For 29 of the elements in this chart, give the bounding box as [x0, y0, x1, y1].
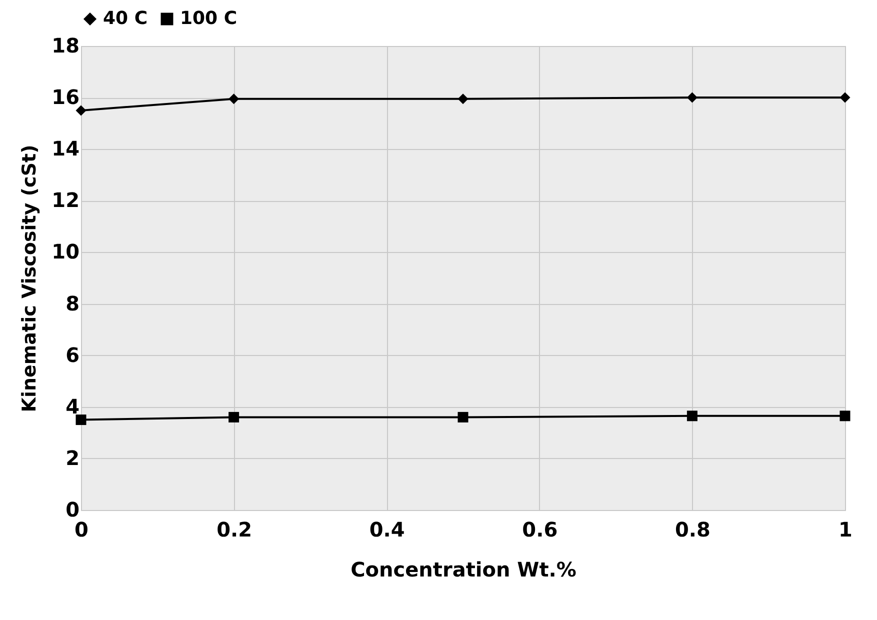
x-tick-label: 0.6 [522, 518, 558, 542]
point [458, 412, 468, 422]
y-tick-label: 4 [66, 394, 80, 418]
legend-label: 100 C [180, 8, 238, 29]
y-tick-label: 14 [52, 136, 80, 161]
point [840, 410, 850, 422]
legend-label: 40 C [103, 8, 148, 29]
y-axis-title: Kinematic Viscosity (cSt) [18, 144, 41, 412]
y-tick-label: 2 [66, 446, 80, 470]
y-tick-label: 12 [52, 188, 80, 212]
point [228, 94, 240, 104]
point [76, 105, 86, 116]
x-tick-label: 0.8 [674, 518, 710, 542]
point [76, 414, 86, 426]
point [458, 94, 468, 104]
point [686, 410, 698, 422]
y-tick-label: 10 [52, 240, 80, 264]
y-tick-label: 16 [52, 85, 80, 110]
point [686, 92, 698, 103]
y-tick-label: 0 [66, 498, 80, 522]
x-tick-label: 1 [838, 518, 852, 542]
point [840, 92, 850, 103]
x-tick-label: 0.4 [369, 518, 405, 542]
y-tick-label: 18 [52, 34, 80, 58]
y-tick-label: 8 [66, 291, 80, 316]
y-tick-label: 6 [66, 342, 80, 367]
x-axis-title: Concentration Wt.% [350, 558, 576, 582]
x-tick-label: 0.2 [216, 518, 252, 542]
point [228, 412, 240, 422]
